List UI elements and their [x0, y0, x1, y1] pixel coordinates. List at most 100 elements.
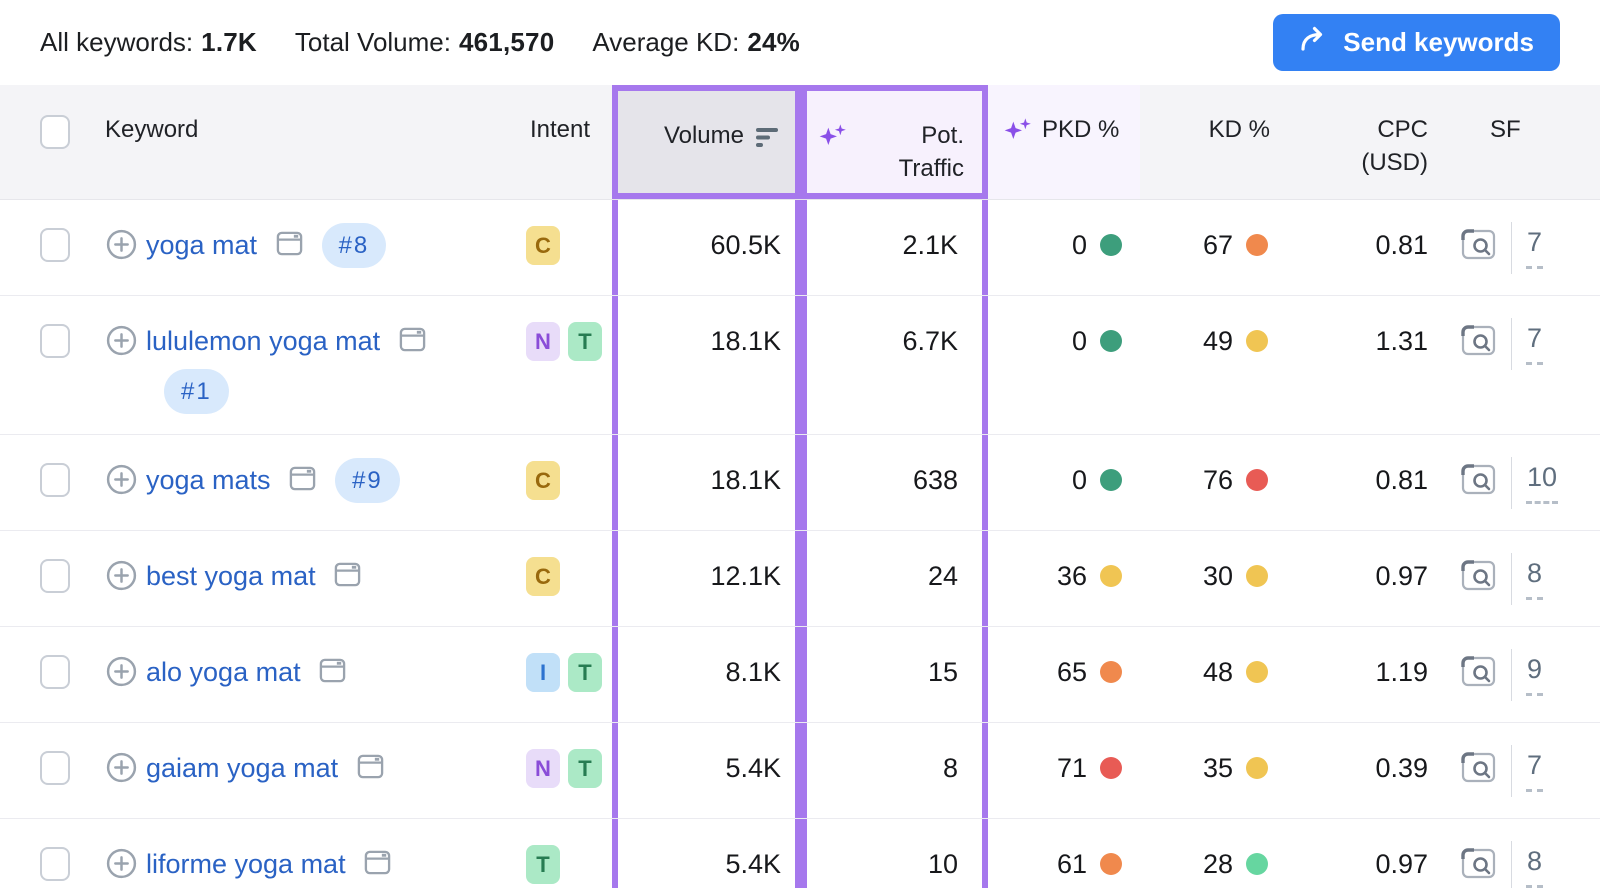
pkd-cell: 0	[988, 296, 1140, 434]
pot-traffic-cell: 638	[801, 435, 988, 530]
position-badge[interactable]: #8	[321, 223, 387, 268]
intent-badge-commercial: C	[526, 461, 560, 500]
add-keyword-icon[interactable]	[105, 655, 138, 702]
keyword-cell: lululemon yoga mat #1	[146, 318, 481, 414]
table-header-row: Keyword Intent Volume Pot. Traffic	[0, 85, 1600, 200]
cpc-cell: 0.97	[1375, 561, 1428, 591]
add-keyword-icon[interactable]	[105, 463, 138, 510]
volume-cell: 12.1K	[612, 531, 801, 626]
kd-cell: 35	[1140, 723, 1290, 818]
stat-average-kd: Average KD: 24%	[592, 27, 800, 57]
serp-features-icon[interactable]	[333, 557, 362, 603]
add-keyword-icon[interactable]	[105, 847, 138, 888]
keyword-link[interactable]: lululemon yoga mat	[146, 326, 381, 356]
kd-difficulty-dot	[1246, 661, 1268, 683]
keyword-link[interactable]: yoga mat	[146, 230, 258, 260]
pkd-difficulty-dot	[1100, 757, 1122, 779]
keyword-link[interactable]: alo yoga mat	[146, 657, 301, 687]
kd-difficulty-dot	[1246, 853, 1268, 875]
add-keyword-icon[interactable]	[105, 228, 138, 275]
serp-features-icon[interactable]	[288, 461, 317, 507]
keyword-link[interactable]: liforme yoga mat	[146, 849, 346, 879]
volume-cell: 5.4K	[612, 723, 801, 818]
row-checkbox[interactable]	[40, 655, 70, 689]
summary-bar: All keywords: 1.7K Total Volume: 461,570 A…	[0, 0, 1600, 85]
keyword-cell: best yoga mat	[146, 553, 362, 603]
divider	[1511, 457, 1512, 509]
sf-cell: 8	[1442, 531, 1600, 626]
row-checkbox[interactable]	[40, 324, 70, 358]
divider	[1511, 649, 1512, 701]
cpc-cell: 1.19	[1375, 657, 1428, 687]
add-keyword-icon[interactable]	[105, 751, 138, 798]
sf-count[interactable]: 7	[1526, 745, 1544, 792]
send-keywords-button[interactable]: Send keywords	[1273, 14, 1560, 71]
pot-traffic-cell: 6.7K	[801, 296, 988, 434]
add-keyword-icon[interactable]	[105, 559, 138, 606]
serp-features-icon[interactable]	[356, 749, 385, 795]
row-checkbox[interactable]	[40, 463, 70, 497]
row-checkbox[interactable]	[40, 559, 70, 593]
pot-traffic-cell: 10	[801, 819, 988, 888]
keywords-table: Keyword Intent Volume Pot. Traffic	[0, 85, 1600, 888]
sf-cell: 8	[1442, 819, 1600, 888]
sf-count[interactable]: 8	[1526, 553, 1544, 600]
header-volume[interactable]: Volume	[612, 85, 801, 199]
add-keyword-icon[interactable]	[105, 324, 138, 371]
row-checkbox[interactable]	[40, 751, 70, 785]
position-badge[interactable]: #9	[335, 458, 400, 503]
kd-cell: 30	[1140, 531, 1290, 626]
pkd-cell: 71	[988, 723, 1140, 818]
pkd-difficulty-dot	[1100, 661, 1122, 683]
kd-cell: 28	[1140, 819, 1290, 888]
keyword-link[interactable]: best yoga mat	[146, 561, 316, 591]
serp-preview-icon[interactable]	[1460, 228, 1497, 275]
serp-preview-icon[interactable]	[1460, 751, 1497, 798]
pkd-cell: 65	[988, 627, 1140, 722]
sort-descending-icon	[756, 125, 781, 173]
sf-cell: 10	[1442, 435, 1600, 530]
row-checkbox[interactable]	[40, 847, 70, 881]
keyword-link[interactable]: gaiam yoga mat	[146, 753, 339, 783]
row-checkbox[interactable]	[40, 228, 70, 262]
pkd-difficulty-dot	[1100, 469, 1122, 491]
sf-count[interactable]: 8	[1526, 841, 1544, 888]
volume-cell: 5.4K	[612, 819, 801, 888]
select-all-checkbox[interactable]	[40, 115, 70, 149]
header-cpc: CPC (USD)	[1361, 116, 1428, 176]
serp-preview-icon[interactable]	[1460, 324, 1497, 371]
serp-preview-icon[interactable]	[1460, 847, 1497, 888]
sf-cell: 9	[1442, 627, 1600, 722]
pkd-cell: 0	[988, 435, 1140, 530]
intent-badge-informational: I	[526, 653, 560, 692]
pkd-cell: 0	[988, 200, 1140, 295]
serp-features-icon[interactable]	[398, 322, 427, 368]
keyword-cell: alo yoga mat	[146, 649, 347, 699]
header-pkd: PKD %	[988, 85, 1140, 199]
kd-difficulty-dot	[1246, 757, 1268, 779]
sf-count[interactable]: 7	[1526, 222, 1544, 269]
intent-badge-transactional: T	[568, 322, 602, 361]
volume-cell: 18.1K	[612, 435, 801, 530]
keyword-link[interactable]: yoga mats	[146, 465, 271, 495]
sf-count[interactable]: 9	[1526, 649, 1544, 696]
serp-features-icon[interactable]	[275, 226, 304, 272]
serp-preview-icon[interactable]	[1460, 463, 1497, 510]
intent-badge-navigational: N	[526, 749, 560, 788]
intent-cell: C	[520, 435, 612, 530]
serp-preview-icon[interactable]	[1460, 559, 1497, 606]
serp-features-icon[interactable]	[318, 653, 347, 699]
serp-preview-icon[interactable]	[1460, 655, 1497, 702]
kd-cell: 76	[1140, 435, 1290, 530]
intent-badge-commercial: C	[526, 557, 560, 596]
keyword-cell: yoga mats #9	[146, 457, 400, 507]
sf-count[interactable]: 10	[1526, 457, 1559, 504]
serp-features-icon[interactable]	[363, 845, 392, 888]
position-badge[interactable]: #1	[164, 369, 229, 414]
sf-count[interactable]: 7	[1526, 318, 1544, 365]
forward-arrow-icon	[1299, 25, 1329, 60]
